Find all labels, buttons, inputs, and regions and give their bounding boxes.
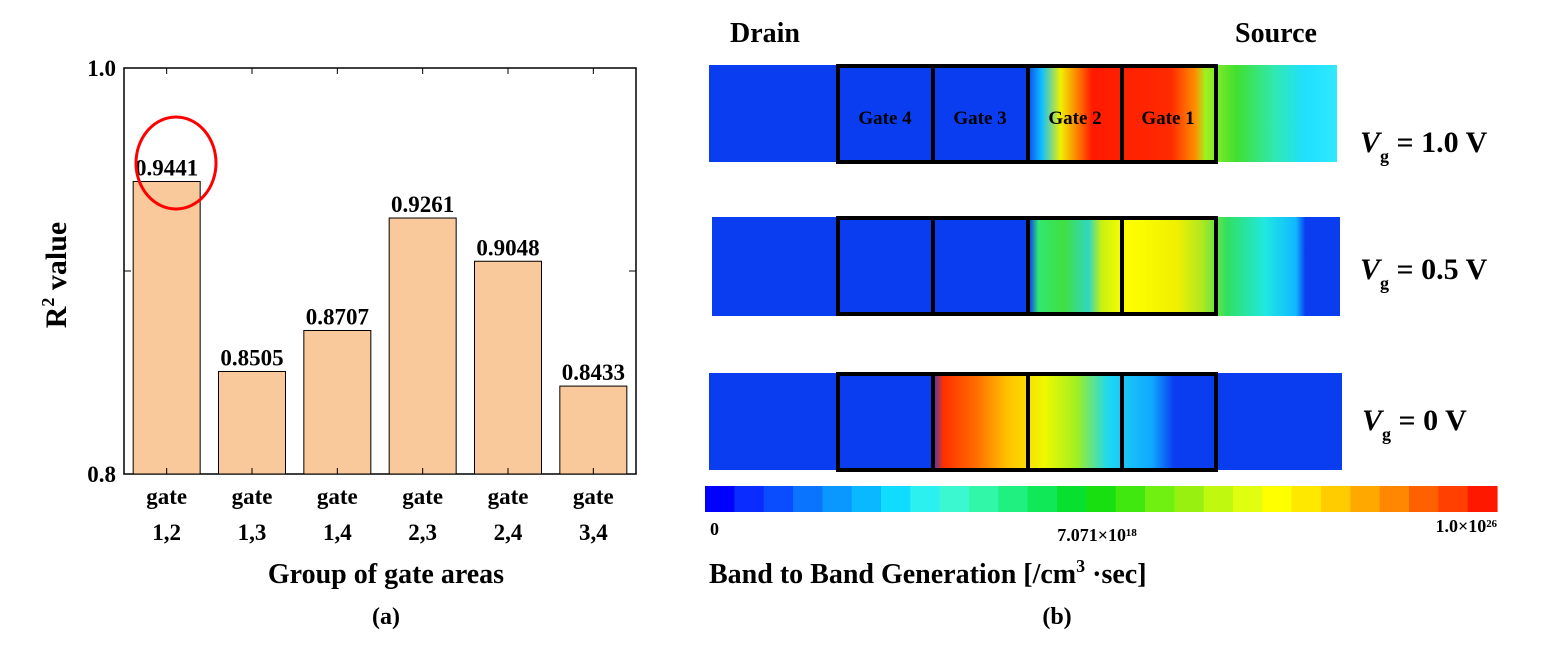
x-tick-label-line2-3: 1,4 — [323, 520, 352, 545]
x-tick-label-line2-6: 3,4 — [579, 520, 608, 545]
bar-value-label-1: 0.9441 — [135, 155, 198, 180]
colorbar-swatch-22 — [1321, 486, 1351, 512]
colorbar-swatch-20 — [1262, 486, 1293, 512]
bar-value-label-6: 0.8433 — [562, 360, 625, 385]
condition-label-3: Vg = 0 V — [1362, 404, 1467, 444]
colorbar-swatch-5 — [822, 486, 853, 512]
colorbar-min-label: 0 — [710, 519, 719, 539]
colorbar-swatch-10 — [969, 486, 999, 512]
gate-box-row3-4 — [1120, 372, 1218, 472]
bar-value-label-2: 0.8505 — [220, 345, 283, 370]
colorbar-swatch-12 — [1027, 486, 1058, 512]
x-tick-label-3: gate — [317, 484, 358, 509]
bar-chart-panel: 0.9441 0.8505 0.8707 0.9261 0.9048 0.8433 0.8… — [38, 56, 637, 630]
x-tick-label-1: gate — [146, 484, 187, 509]
colorbar-swatch-8 — [910, 486, 941, 512]
colorbar-swatch-27 — [1467, 486, 1498, 512]
colorbar-swatch-26 — [1438, 486, 1469, 512]
x-tick-label-line2-4: 2,3 — [408, 520, 437, 545]
condition-label-2: Vg = 0.5 V — [1360, 253, 1488, 293]
x-tick-label-5: gate — [488, 484, 529, 509]
colorbar-mid-label: 7.071×10¹⁸ — [1057, 525, 1137, 545]
colorbar-swatch-24 — [1379, 486, 1410, 512]
colorbar-swatch-4 — [793, 486, 823, 512]
x-tick-label-line2-5: 2,4 — [494, 520, 523, 545]
colorbar-swatch-21 — [1291, 486, 1322, 512]
colorbar-title: Band to Band Generation [/cm3 ·sec] — [709, 556, 1147, 590]
colorbar-swatch-2 — [734, 486, 765, 512]
bar-1 — [132, 180, 201, 475]
panel-a-caption: (a) — [372, 604, 400, 630]
x-tick-label-6: gate — [573, 484, 614, 509]
colorbar-swatch-14 — [1086, 486, 1117, 512]
x-tick-label-2: gate — [232, 484, 273, 509]
colorbar-swatch-3 — [763, 486, 794, 512]
y-tick-label-0: 0.8 — [87, 462, 116, 487]
bar-value-label-5: 0.9048 — [476, 235, 539, 260]
colorbar-swatch-15 — [1115, 486, 1146, 512]
colorbar-swatch-13 — [1057, 486, 1087, 512]
colorbar-swatch-19 — [1233, 486, 1263, 512]
condition-label-1: Vg = 1.0 V — [1360, 126, 1488, 166]
colorbar-swatch-9 — [939, 486, 970, 512]
x-tick-label-4: gate — [402, 484, 443, 509]
bar-4 — [388, 217, 457, 475]
y-axis-label: R2 value — [38, 222, 73, 329]
source-label: Source — [1235, 18, 1317, 49]
gate-2-label: Gate 2 — [1048, 108, 1101, 129]
colorbar-swatch-11 — [998, 486, 1029, 512]
bar-value-label-4: 0.9261 — [391, 192, 454, 217]
gate-box-row1-4 — [1120, 64, 1218, 164]
y-tick-label-1: 1.0 — [87, 56, 116, 81]
bar-2 — [218, 370, 286, 475]
bar-6 — [559, 385, 628, 475]
colorbar-swatch-18 — [1203, 486, 1234, 512]
bar-value-label-3: 0.8707 — [306, 304, 369, 329]
x-tick-label-line2-2: 1,3 — [238, 520, 267, 545]
gate-box-row2-4 — [1120, 216, 1218, 316]
colorbar-swatch-1 — [705, 486, 735, 512]
bar-3 — [303, 329, 372, 475]
panel-b-caption: (b) — [1042, 604, 1071, 630]
highlight-circle — [134, 115, 218, 211]
colorbar-max-label: 1.0×10²⁶ — [1435, 516, 1497, 536]
gate-3-label: Gate 3 — [953, 108, 1006, 129]
colorbar-swatch-16 — [1145, 486, 1175, 512]
contour-row-vg-0 — [709, 373, 1342, 470]
gate-4-label: Gate 4 — [858, 108, 912, 129]
bar-5 — [474, 260, 542, 475]
colorbar-swatch-6 — [851, 486, 882, 512]
colorbar-swatch-17 — [1174, 486, 1205, 512]
colorbar-swatch-25 — [1409, 486, 1439, 512]
colorbar — [705, 486, 1498, 512]
gate-1-label: Gate 1 — [1141, 108, 1194, 129]
colorbar-swatch-23 — [1350, 486, 1381, 512]
x-tick-label-line2-1: 1,2 — [152, 520, 181, 545]
contour-row-vg-1.0 — [709, 65, 1337, 162]
device-contour-panel: Drain Source Gate 4 Gate 3 Gate 2 Gate 1… — [705, 18, 1498, 630]
drain-label: Drain — [730, 18, 800, 49]
x-axis-label: Group of gate areas — [268, 559, 504, 590]
colorbar-swatch-7 — [881, 486, 911, 512]
